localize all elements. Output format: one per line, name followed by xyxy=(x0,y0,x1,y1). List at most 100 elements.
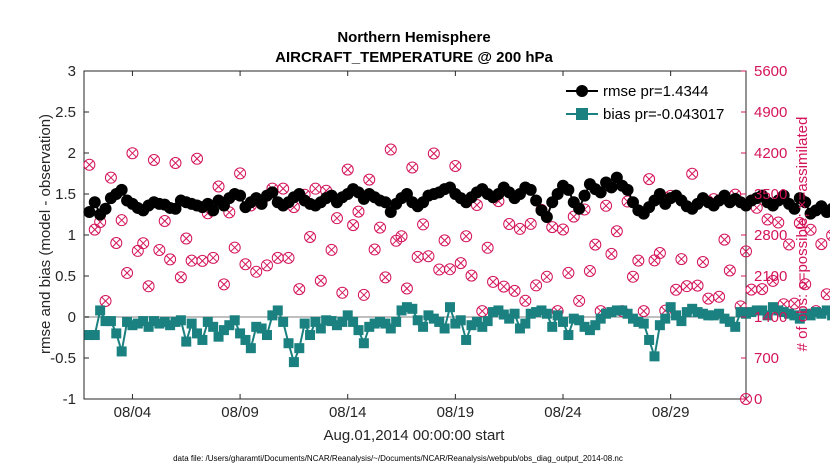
obs-possible-marker xyxy=(314,274,327,287)
obs-assimilated-marker xyxy=(289,202,299,212)
obs-assimilated-marker xyxy=(154,245,164,255)
bias-point xyxy=(326,316,337,327)
bias-point xyxy=(127,320,138,331)
rmse-point xyxy=(594,186,607,199)
bias-series xyxy=(84,302,830,368)
bias-point xyxy=(504,313,515,324)
bias-point xyxy=(364,321,375,332)
obs-possible-marker xyxy=(799,278,812,291)
obs-possible-marker xyxy=(400,282,413,295)
obs-possible-marker xyxy=(696,256,709,269)
y2-tick-label: 4900 xyxy=(754,104,787,121)
y-tick-label: -1 xyxy=(63,391,76,408)
x-tick-label: 08/29 xyxy=(652,404,690,421)
bias-point xyxy=(762,310,773,321)
bias-point xyxy=(353,325,364,336)
bias-point xyxy=(676,316,687,327)
obs-possible-marker xyxy=(589,238,602,251)
bias-point xyxy=(401,302,412,313)
bias-point xyxy=(380,318,391,329)
obs-possible-marker xyxy=(384,143,397,156)
obs-possible-marker xyxy=(147,153,160,166)
bias-point xyxy=(531,307,542,318)
y2-tick-label: 5600 xyxy=(754,63,787,80)
bias-point xyxy=(423,310,434,321)
obs-assimilated-marker xyxy=(790,299,799,308)
obs-assimilated-marker xyxy=(413,252,423,262)
obs-possible-marker xyxy=(363,173,376,186)
bias-point xyxy=(558,316,569,327)
obs-assimilated-marker xyxy=(381,273,390,282)
bias-point xyxy=(391,316,402,327)
obs-assimilated-marker xyxy=(547,222,557,232)
rmse-point xyxy=(234,189,247,202)
bias-point xyxy=(741,308,751,319)
obs-assimilated-marker xyxy=(714,292,724,302)
bias-point xyxy=(342,310,353,321)
rmse-point xyxy=(826,203,830,215)
obs-possible-marker xyxy=(282,251,295,264)
bias-point xyxy=(536,305,547,316)
obs-assimilated-marker xyxy=(747,285,756,294)
obs-assimilated-marker xyxy=(262,260,272,270)
obs-assimilated-marker xyxy=(752,203,762,213)
bias-point xyxy=(751,305,762,316)
obs-possible-marker xyxy=(508,284,521,297)
bias-point xyxy=(283,338,294,349)
obs-possible-marker xyxy=(126,147,139,160)
obs-possible-marker xyxy=(788,297,801,310)
obs-assimilated-marker xyxy=(800,279,810,289)
bias-point xyxy=(477,321,488,332)
bias-point xyxy=(552,310,563,321)
bias-point xyxy=(348,316,359,327)
rmse-series xyxy=(83,171,830,223)
obs-assimilated-marker xyxy=(477,306,487,316)
y-tick-label: 2.5 xyxy=(55,104,76,121)
obs-assimilated-marker xyxy=(703,294,713,303)
obs-possible-marker xyxy=(379,271,392,284)
obs-assimilated-marker xyxy=(763,215,772,224)
obs-possible-marker xyxy=(121,266,134,279)
obs-assimilated-marker xyxy=(687,169,697,179)
obs-possible-marker xyxy=(653,247,666,260)
bias-point xyxy=(595,313,606,324)
bias-point xyxy=(800,308,811,319)
rmse-point xyxy=(562,183,575,196)
bias-point xyxy=(568,313,579,324)
obs-possible-marker xyxy=(325,243,338,256)
obs-assimilated-marker xyxy=(607,249,616,259)
bias-point xyxy=(84,330,95,341)
obs-possible-marker xyxy=(583,264,596,277)
rmse-point xyxy=(799,196,812,209)
obs-possible-marker xyxy=(487,275,500,288)
obs-possible-marker xyxy=(99,295,112,308)
bias-point xyxy=(444,302,455,313)
rmse-point xyxy=(524,183,537,196)
obs-possible-marker xyxy=(336,286,349,299)
obs-assimilated-marker xyxy=(111,238,121,248)
chart-title: Northern Hemisphere xyxy=(337,29,490,46)
bias-point xyxy=(514,323,525,334)
bias-point xyxy=(687,303,698,314)
bias-point xyxy=(235,328,246,339)
obs-assimilated-marker xyxy=(364,175,374,184)
obs-assimilated-marker xyxy=(520,296,530,306)
obs-possible-marker xyxy=(637,305,650,318)
obs-assimilated-marker xyxy=(402,284,412,293)
obs-possible-marker xyxy=(815,238,828,251)
obs-assimilated-marker xyxy=(187,256,196,266)
obs-possible-marker xyxy=(691,279,704,292)
bias-point xyxy=(428,313,439,324)
bias-point xyxy=(407,303,418,314)
obs-assimilated-marker xyxy=(644,174,654,184)
bias-point xyxy=(617,305,628,316)
bias-point xyxy=(434,316,445,327)
obs-assimilated-marker xyxy=(198,256,207,266)
obs-assimilated-marker xyxy=(634,256,643,265)
obs-possible-marker xyxy=(713,290,726,303)
bias-point xyxy=(202,316,213,327)
y-tick-label: 1.5 xyxy=(55,186,76,203)
bias-point xyxy=(778,307,789,318)
obs-assimilated-marker xyxy=(101,296,110,306)
obs-possible-marker xyxy=(573,294,586,307)
